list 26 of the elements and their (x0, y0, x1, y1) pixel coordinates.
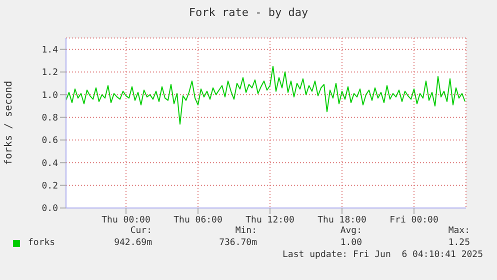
text: Cur: (130, 226, 152, 236)
text: 942.69m (114, 238, 152, 248)
y-tick-label: 0.2 (42, 182, 58, 192)
x-tick-label: Thu 18:00 (318, 215, 366, 226)
text: Last update: Fri Jun 6 04:10:41 2025 (282, 250, 483, 260)
text: Max: (448, 226, 470, 236)
y-axis-title: forks / second (4, 80, 15, 166)
x-tick-label: Thu 12:00 (246, 215, 294, 226)
y-tick-label: 0.8 (42, 114, 58, 124)
text: 1.25 (448, 238, 470, 248)
y-tick-label: 0.0 (42, 204, 58, 214)
text: 736.70m (219, 238, 257, 248)
line-series (66, 66, 466, 125)
y-tick-label: 0.6 (42, 136, 58, 146)
chart-title: Fork rate - by day (188, 6, 310, 19)
legend-label: forks (28, 238, 56, 248)
y-tick-label: 1.2 (42, 68, 58, 78)
x-tick-label: Fri 00:00 (390, 215, 438, 226)
text: Avg: (340, 226, 362, 236)
text: Min: (235, 226, 257, 236)
y-tick-label: 1.4 (42, 46, 58, 56)
x-tick-label: Thu 00:00 (102, 215, 150, 226)
text: 1.00 (340, 238, 362, 248)
y-tick-label: 0.4 (42, 158, 58, 169)
y-tick-label: 1.0 (42, 90, 58, 101)
x-tick-label: Thu 06:00 (174, 215, 222, 226)
